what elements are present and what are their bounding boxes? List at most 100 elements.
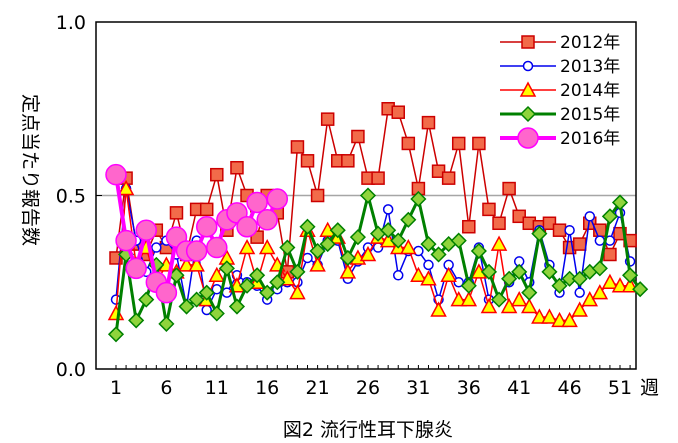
- data-point: [591, 260, 608, 277]
- data-point: [238, 277, 256, 294]
- legend-layer: 2012年 2013年 2014年 2015年 2016年: [500, 33, 620, 149]
- y-axis-title: 定点当たり報告数: [19, 94, 41, 246]
- data-point: [401, 136, 416, 151]
- x-tick-label: 16: [255, 377, 279, 399]
- data-point: [208, 266, 226, 283]
- data-point: [138, 291, 155, 308]
- data-point: [551, 311, 568, 328]
- data-point: [430, 246, 447, 263]
- data-point: [611, 194, 629, 211]
- data-point: [372, 242, 384, 253]
- data-point: [249, 267, 266, 284]
- data-point: [622, 267, 639, 284]
- data-point: [195, 215, 218, 238]
- data-point: [246, 191, 268, 214]
- data-point: [632, 281, 649, 298]
- data-point: [541, 263, 558, 280]
- data-point: [511, 263, 528, 280]
- legend-marker: [519, 81, 537, 97]
- data-point: [107, 326, 125, 343]
- data-point: [266, 188, 289, 210]
- data-point: [410, 266, 427, 283]
- data-point: [541, 308, 558, 324]
- data-point: [480, 263, 498, 280]
- data-point: [591, 284, 609, 300]
- data-point: [256, 209, 278, 231]
- y-tick-label: 1.0: [56, 12, 86, 34]
- data-point: [128, 312, 145, 329]
- data-point: [198, 284, 215, 301]
- data-point: [601, 273, 619, 289]
- series-2016年: [105, 163, 289, 304]
- data-point: [571, 270, 588, 287]
- figure-caption: 図2 流行性耳下腺炎: [283, 419, 453, 441]
- legend-marker: [522, 60, 534, 72]
- data-point: [391, 105, 405, 119]
- x-tick-label: 11: [205, 377, 229, 399]
- data-point: [185, 240, 208, 262]
- data-point: [542, 216, 557, 231]
- y-tick-label: 0.5: [56, 186, 86, 208]
- data-point: [410, 190, 427, 208]
- series-layer: [105, 102, 649, 343]
- data-point: [531, 308, 548, 324]
- data-point: [552, 223, 567, 237]
- data-point: [482, 202, 496, 217]
- data-point: [221, 287, 233, 298]
- x-tick-label: 26: [356, 377, 380, 399]
- data-point: [289, 263, 306, 280]
- data-point: [430, 301, 447, 317]
- legend-marker: [519, 105, 537, 123]
- x-tick-label: 36: [457, 377, 481, 399]
- data-point: [302, 252, 313, 264]
- data-point: [561, 311, 578, 328]
- data-point: [564, 224, 575, 236]
- data-point: [349, 229, 366, 246]
- data-point: [453, 277, 464, 288]
- data-point: [279, 239, 296, 256]
- data-point: [359, 187, 377, 204]
- x-tick-label: 46: [558, 377, 582, 399]
- data-point: [289, 284, 306, 300]
- data-point: [236, 215, 258, 238]
- data-point: [421, 115, 436, 130]
- data-point: [450, 232, 467, 249]
- series-2012年: [109, 102, 637, 279]
- data-point: [531, 225, 548, 242]
- data-point: [423, 259, 434, 271]
- data-point: [490, 291, 508, 308]
- data-point: [371, 171, 385, 185]
- data-point: [480, 297, 498, 314]
- y-tick-label: 0.0: [56, 359, 86, 381]
- data-point: [188, 291, 205, 308]
- data-point: [400, 211, 417, 228]
- data-point: [472, 136, 486, 151]
- data-point: [230, 160, 244, 175]
- data-point: [400, 238, 417, 255]
- data-point: [339, 263, 357, 279]
- data-point: [169, 206, 184, 220]
- x-tick-label: 51: [608, 377, 632, 399]
- data-point: [601, 208, 618, 225]
- data-point: [521, 297, 538, 314]
- data-point: [603, 247, 617, 262]
- axis-layer: 0.00.51.01 6 11 16 21 26 31 36 41 46 51: [56, 12, 632, 399]
- legend-item: 2013年: [500, 57, 620, 77]
- series-2015年: [107, 187, 649, 343]
- data-point: [320, 112, 335, 126]
- data-point: [502, 181, 516, 196]
- data-point: [300, 154, 315, 168]
- data-point: [238, 238, 256, 255]
- data-point: [206, 236, 228, 259]
- data-point: [460, 277, 477, 294]
- data-point: [178, 256, 195, 272]
- data-point: [339, 249, 356, 267]
- x-tick-label: 21: [306, 377, 330, 399]
- data-point: [208, 305, 225, 322]
- data-point: [584, 211, 596, 222]
- data-point: [188, 256, 205, 272]
- data-point: [135, 219, 157, 241]
- data-point: [420, 270, 437, 286]
- data-point: [571, 301, 588, 317]
